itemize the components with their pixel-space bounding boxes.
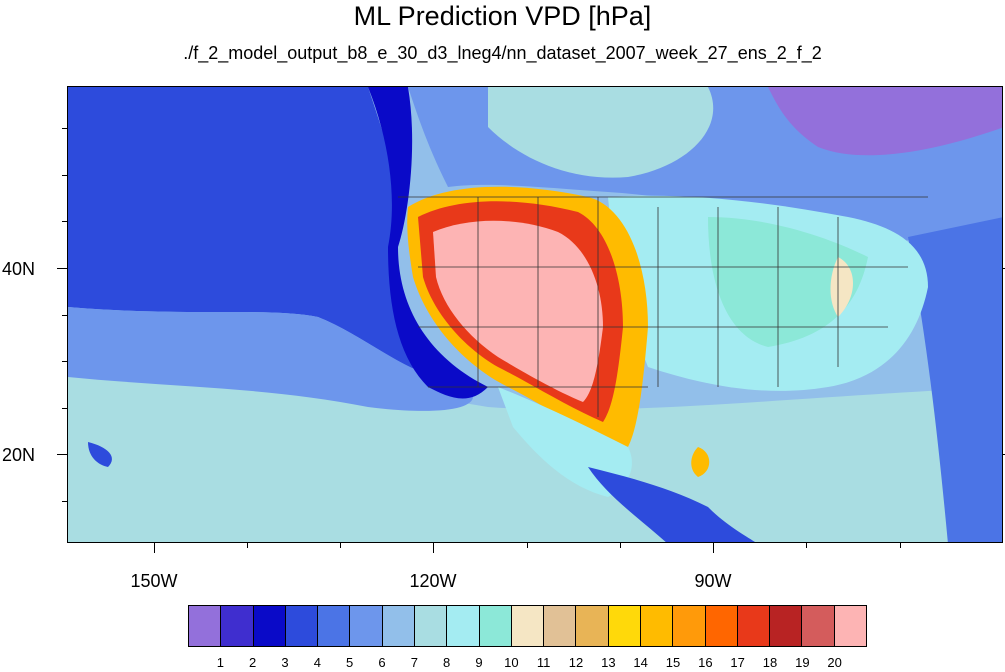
colorbar-swatch — [544, 606, 577, 646]
mexico-orange — [691, 447, 710, 477]
colorbar-swatch — [576, 606, 609, 646]
pacific-low-vpd — [68, 87, 448, 377]
colorbar-swatch — [802, 606, 835, 646]
colorbar-label: 14 — [633, 655, 648, 670]
y-minor-tick — [62, 361, 67, 362]
colorbar-swatch — [447, 606, 480, 646]
y-minor-tick — [62, 175, 67, 176]
colorbar-swatch — [318, 606, 351, 646]
canada-light — [488, 87, 714, 178]
y-tick-label-20n: 20N — [2, 445, 36, 465]
x-tick-120w — [433, 543, 434, 553]
x-minor-tick — [620, 543, 621, 548]
colorbar-label: 13 — [601, 655, 616, 670]
y-minor-tick — [62, 128, 67, 129]
colorbar-swatch — [414, 606, 448, 646]
colorbar-label: 6 — [378, 655, 386, 670]
atlantic-blue — [908, 217, 1002, 542]
colorbar-swatch — [770, 606, 803, 646]
colorbar-label: 15 — [665, 655, 681, 670]
greenland-purple — [768, 87, 1002, 156]
colorbar-swatch — [640, 606, 674, 646]
x-minor-tick — [340, 543, 341, 548]
y-minor-tick — [62, 221, 67, 222]
colorbar-label: 1 — [216, 655, 224, 670]
pacific-mid-vpd — [68, 307, 474, 411]
colorbar-swatch — [285, 606, 319, 646]
y-tick-left-40n — [57, 268, 67, 269]
y-tick-label-40n: 40N — [2, 259, 36, 279]
colorbar-label: 16 — [698, 655, 713, 670]
y-tick-left-20n — [57, 454, 67, 455]
x-minor-tick — [900, 543, 901, 548]
colorbar-swatch — [673, 606, 706, 646]
hawaii-blue — [88, 442, 112, 467]
colorbar-swatch — [189, 606, 222, 646]
colorbar-label: 20 — [827, 655, 842, 670]
colorbar-swatch — [350, 606, 383, 646]
y-minor-tick — [62, 501, 67, 502]
vpd-field — [68, 87, 1002, 542]
colorbar-swatch — [511, 606, 545, 646]
y-tick-right-40n — [1003, 268, 1005, 269]
west-pink — [433, 220, 603, 402]
colorbar-label: 12 — [568, 655, 584, 670]
y-tick-right-20n — [1003, 454, 1005, 455]
colorbar-label: 17 — [730, 655, 745, 670]
x-tick-150w — [154, 543, 155, 553]
colorbar-label: 11 — [536, 655, 551, 670]
tropical-band — [68, 370, 1002, 542]
eastern-us-green — [708, 217, 868, 347]
colorbar-swatch — [382, 606, 415, 646]
mexico-light — [498, 387, 632, 497]
colorbar — [188, 605, 867, 647]
colorbar-label: 5 — [346, 655, 354, 670]
x-minor-tick — [806, 543, 807, 548]
colorbar-swatch — [479, 606, 512, 646]
state-borders — [398, 196, 928, 417]
colorbar-swatch — [608, 606, 641, 646]
y-minor-tick — [62, 315, 67, 316]
colorbar-swatch — [221, 606, 254, 646]
colorbar-label: 9 — [475, 655, 483, 670]
x-minor-tick — [247, 543, 248, 548]
x-tick-label-120w: 120W — [409, 571, 457, 591]
colorbar-label: 4 — [313, 655, 321, 670]
east-coast-tan — [830, 257, 853, 317]
baja-blue — [588, 467, 755, 542]
map-title: ML Prediction VPD [hPa] — [353, 1, 652, 31]
x-tick-90w — [713, 543, 714, 553]
colorbar-label: 7 — [410, 655, 418, 670]
colorbar-label: 2 — [249, 655, 257, 670]
colorbar-swatch — [253, 606, 286, 646]
colorbar-labels: 1 2 3 4 5 6 7 8 9 10 11 12 13 14 15 16 17 18 19 20 — [0, 656, 1005, 672]
map-panel — [67, 86, 1003, 543]
x-tick-label-90w: 90W — [694, 571, 732, 591]
map-subtitle: ./f_2_model_output_b8_e_30_d3_lneg4/nn_d… — [183, 43, 822, 63]
x-minor-tick — [527, 543, 528, 548]
y-minor-tick — [62, 408, 67, 409]
colorbar-swatch — [737, 606, 771, 646]
colorbar-swatch — [705, 606, 738, 646]
colorbar-label: 3 — [281, 655, 289, 670]
coastal-band — [368, 87, 488, 399]
x-tick-label-150w: 150W — [130, 571, 178, 591]
colorbar-label: 19 — [795, 655, 810, 670]
colorbar-label: 18 — [762, 655, 778, 670]
colorbar-swatch — [834, 606, 866, 646]
colorbar-label: 8 — [443, 655, 451, 670]
colorbar-label: 10 — [504, 655, 519, 670]
